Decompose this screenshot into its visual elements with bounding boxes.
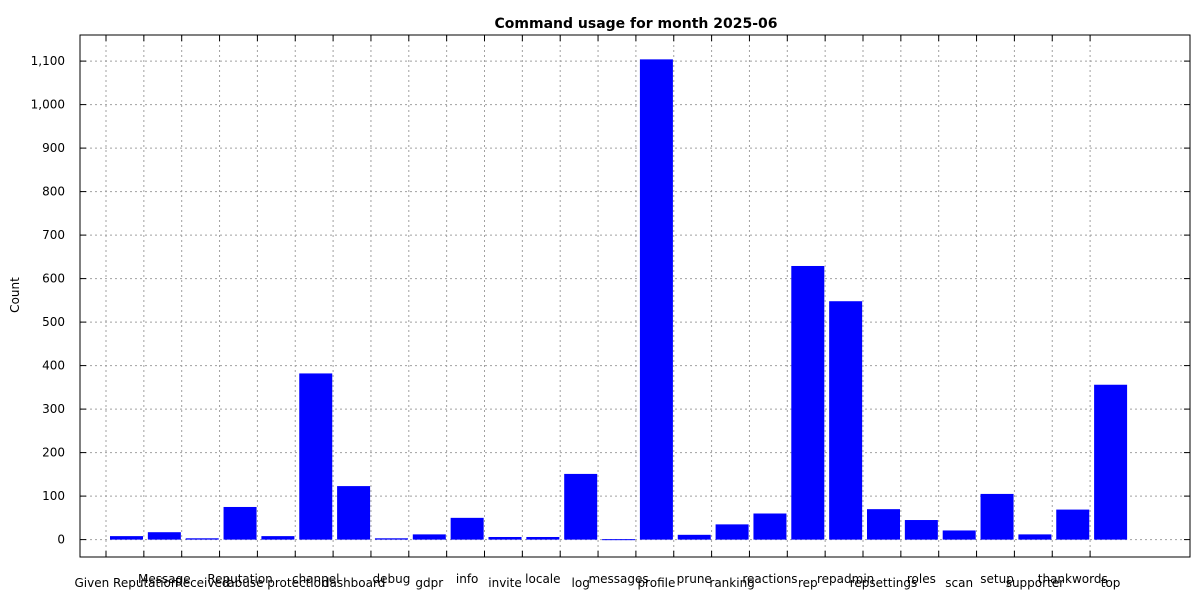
- x-tick-label: supporter: [1006, 576, 1064, 590]
- bar: [677, 534, 711, 540]
- y-tick-label: 700: [42, 228, 65, 242]
- x-tick-label: ranking: [709, 576, 754, 590]
- bar: [829, 301, 863, 540]
- x-tick-label: abuse protection: [227, 576, 328, 590]
- y-tick-label: 600: [42, 272, 65, 286]
- bar: [374, 538, 408, 540]
- y-tick-label: 1,100: [31, 54, 65, 68]
- x-tick-label: roles: [907, 572, 936, 586]
- bar: [526, 536, 560, 540]
- y-tick-label: 300: [42, 402, 65, 416]
- bar: [564, 473, 598, 540]
- bar: [904, 520, 938, 540]
- x-tick-label: Reputation: [207, 572, 272, 586]
- bar: [1018, 534, 1052, 540]
- x-tick-label: setup: [980, 572, 1014, 586]
- bar: [942, 530, 976, 540]
- bar: [412, 534, 446, 540]
- bar: [337, 486, 371, 540]
- x-tick-label: Received: [175, 576, 230, 590]
- y-axis-label: Count: [8, 277, 22, 313]
- x-tick-label: info: [456, 572, 479, 586]
- bar: [753, 513, 787, 540]
- x-tick-label: top: [1101, 576, 1121, 590]
- x-tick-label: profile: [637, 576, 675, 590]
- y-tick-label: 400: [42, 359, 65, 373]
- x-tick-label: messages: [588, 572, 648, 586]
- bar: [867, 509, 900, 540]
- y-tick-label: 500: [42, 315, 65, 329]
- x-tick-label: dashboard: [322, 576, 385, 590]
- x-tick-label: Message: [138, 572, 191, 586]
- x-tick-label: thankwords: [1038, 572, 1108, 586]
- bar: [1094, 384, 1128, 540]
- bar: [299, 373, 333, 540]
- bar: [450, 517, 484, 540]
- x-tick-label: prune: [677, 572, 712, 586]
- y-tick-label: 800: [42, 185, 65, 199]
- bars: [110, 59, 1128, 541]
- x-tick-label: scan: [945, 576, 973, 590]
- x-axis-tick-labels: Given ReputationMessageReceivedReputatio…: [75, 572, 1121, 590]
- x-tick-label: invite: [488, 576, 521, 590]
- x-tick-label: rep: [798, 576, 818, 590]
- x-tick-label: repsettings: [850, 576, 918, 590]
- bar: [1056, 509, 1090, 540]
- chart-title: Command usage for month 2025-06: [495, 16, 778, 32]
- x-tick-label: channel: [292, 572, 339, 586]
- y-tick-label: 200: [42, 446, 65, 460]
- y-tick-label: 1,000: [31, 98, 65, 112]
- bar: [185, 538, 219, 540]
- y-tick-label: 0: [57, 533, 65, 547]
- x-tick-label: debug: [373, 572, 411, 586]
- bar: [639, 59, 673, 540]
- bar: [488, 536, 522, 540]
- grid-lines: [80, 35, 1190, 557]
- y-tick-label: 100: [42, 489, 65, 503]
- x-tick-label: locale: [525, 572, 560, 586]
- y-tick-label: 900: [42, 141, 65, 155]
- x-tick-label: Given Reputation: [75, 576, 179, 590]
- plot-frame: [79, 34, 1191, 558]
- bar: [602, 539, 636, 541]
- bar: [715, 524, 749, 540]
- y-axis-ticks: 0 100 200 300 400 500 600 700 800 900 1,000 1,100: [31, 35, 1190, 557]
- bar: [223, 506, 257, 540]
- bar: [147, 532, 181, 540]
- x-tick-label: log: [572, 576, 590, 590]
- bar: [110, 536, 143, 540]
- x-tick-label: repadmin: [817, 572, 874, 586]
- bar: [261, 536, 295, 540]
- x-tick-label: gdpr: [415, 576, 443, 590]
- bar: [791, 265, 825, 540]
- x-tick-label: reactions: [742, 572, 797, 586]
- bar: [980, 493, 1014, 540]
